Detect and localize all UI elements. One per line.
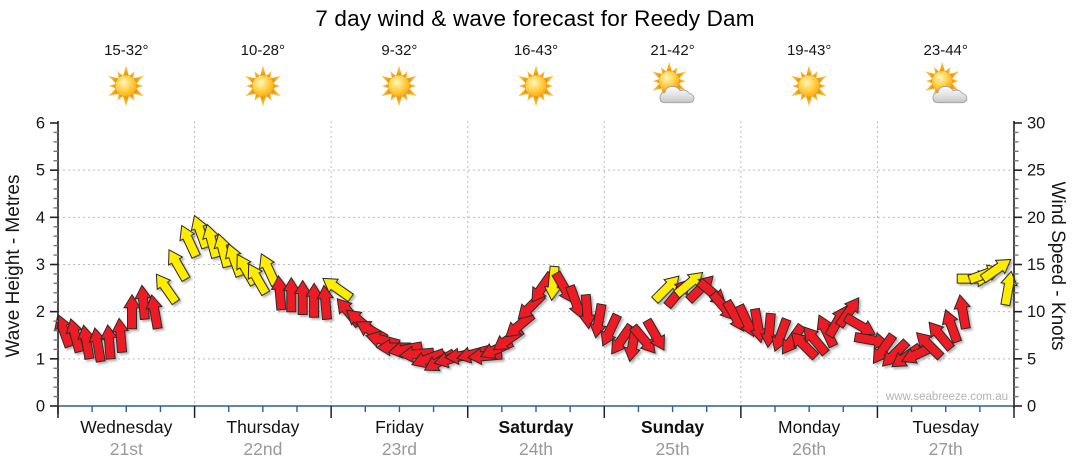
day-label: Friday bbox=[375, 417, 424, 437]
day-temperature-range: 16-43° bbox=[513, 42, 559, 59]
day-label: Monday bbox=[778, 417, 841, 437]
right-axis-tick-label: 15 bbox=[1027, 256, 1045, 274]
date-label: 26th bbox=[792, 439, 826, 459]
wind-arrow bbox=[293, 279, 312, 315]
left-axis-tick-label: 3 bbox=[36, 256, 45, 274]
wind-arrow bbox=[589, 302, 607, 339]
wind-arrow bbox=[65, 317, 85, 354]
wind-arrow bbox=[168, 248, 191, 283]
y-axis-left: 0 1 2 3 4 5 6 bbox=[36, 115, 58, 416]
date-label: 25th bbox=[656, 439, 690, 459]
wind-arrow-series bbox=[54, 214, 1018, 372]
day-temperature-range: 9-32° bbox=[381, 42, 418, 59]
axes bbox=[57, 121, 1015, 414]
date-label: 21st bbox=[110, 439, 143, 459]
chart-title: 7 day wind & wave forecast for Reedy Dam bbox=[315, 6, 755, 31]
wind-arrow bbox=[803, 326, 830, 357]
date-label: 22nd bbox=[243, 439, 282, 459]
right-axis-tick-label: 20 bbox=[1027, 209, 1045, 227]
wind-arrow bbox=[1000, 270, 1018, 307]
wind-arrow bbox=[834, 296, 860, 329]
left-axis-tick-label: 6 bbox=[36, 115, 45, 133]
day-label: Saturday bbox=[499, 417, 574, 437]
day-temperature-range: 15-32° bbox=[104, 42, 149, 59]
wind-arrow bbox=[247, 263, 271, 297]
day-forecast-header: 21-42° bbox=[605, 42, 741, 115]
gridlines bbox=[58, 121, 1014, 406]
day-label: Wednesday bbox=[80, 417, 172, 437]
wind-arrow bbox=[111, 317, 130, 354]
wind-arrow bbox=[600, 312, 622, 347]
right-axis-tick-label: 0 bbox=[1027, 398, 1036, 416]
left-axis-tick-label: 0 bbox=[36, 398, 45, 416]
wind-arrow bbox=[979, 258, 1012, 284]
sun-icon bbox=[244, 65, 281, 107]
day-temperature-range: 23-44° bbox=[923, 42, 968, 59]
y-axis-right: 0 5 10 15 20 25 30 bbox=[1014, 115, 1045, 416]
wind-arrow bbox=[305, 282, 323, 318]
right-axis-tick-label: 5 bbox=[1027, 350, 1036, 368]
day-forecast-header: 10-28° bbox=[195, 42, 331, 115]
wind-arrow bbox=[642, 317, 665, 351]
date-label: 23rd bbox=[382, 439, 417, 459]
wind-arrow bbox=[190, 214, 211, 250]
sun-cloud-icon bbox=[651, 62, 694, 104]
date-label: 27th bbox=[929, 439, 963, 459]
sun-icon bbox=[517, 65, 555, 107]
wind-arrow bbox=[145, 294, 163, 330]
sun-icon bbox=[108, 65, 145, 107]
left-axis-tick-label: 2 bbox=[36, 303, 45, 321]
day-forecast-header: 16-43° bbox=[468, 42, 604, 115]
right-axis-tick-label: 25 bbox=[1027, 162, 1045, 180]
wind-arrow bbox=[941, 308, 963, 344]
wind-arrow bbox=[224, 242, 246, 278]
day-forecast-header: 19-43° bbox=[741, 42, 877, 115]
right-axis-tick-label: 30 bbox=[1027, 115, 1045, 133]
left-axis-tick-label: 4 bbox=[36, 209, 45, 227]
sun-icon bbox=[381, 65, 418, 107]
day-temperature-range: 19-43° bbox=[786, 42, 832, 59]
day-temperature-range: 21-42° bbox=[650, 42, 695, 59]
wind-arrow bbox=[123, 293, 141, 330]
watermark: www.seabreeze.com.au bbox=[885, 391, 1008, 403]
day-temperature-range: 10-28° bbox=[240, 42, 286, 59]
wind-arrow bbox=[155, 273, 181, 306]
day-label: Sunday bbox=[641, 417, 704, 437]
wind-arrow bbox=[953, 294, 971, 330]
day-label: Thursday bbox=[226, 417, 299, 437]
day-forecast-header: 23-44° bbox=[878, 42, 1014, 115]
day-forecast-header: 15-32° bbox=[58, 42, 194, 115]
day-label: Tuesday bbox=[912, 417, 979, 437]
cloud-shape bbox=[659, 85, 694, 104]
left-axis-tick-label: 5 bbox=[36, 162, 45, 180]
right-axis-tick-label: 10 bbox=[1027, 303, 1045, 321]
date-label: 24th bbox=[519, 439, 553, 459]
day-forecast-header: 9-32° bbox=[331, 42, 467, 115]
wind-arrow bbox=[322, 277, 355, 303]
sun-cloud-icon bbox=[924, 62, 967, 104]
left-axis-tick-label: 1 bbox=[36, 350, 45, 368]
cloud-shape bbox=[932, 85, 967, 104]
wind-arrow bbox=[928, 321, 956, 352]
wind-arrow bbox=[316, 284, 335, 321]
sun-icon bbox=[791, 65, 828, 107]
wind-arrow bbox=[179, 224, 201, 259]
